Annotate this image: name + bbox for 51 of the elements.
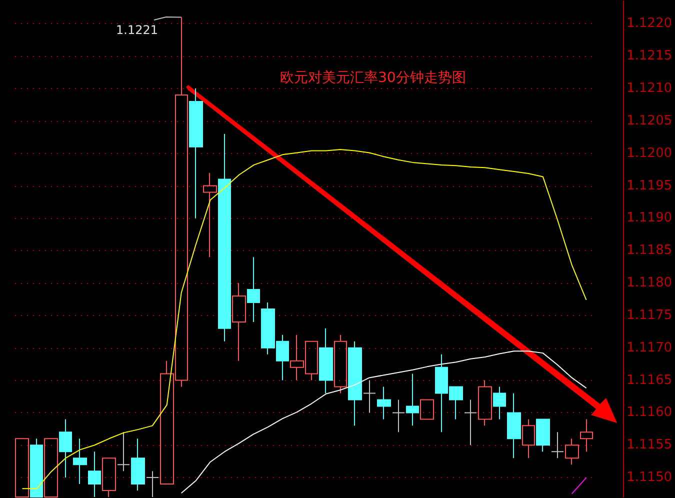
candlestick xyxy=(319,328,333,394)
y-tick-label: 1.1150 xyxy=(626,470,672,486)
candlestick xyxy=(247,256,260,322)
candlestick xyxy=(522,418,535,459)
candlestick xyxy=(392,399,405,433)
y-tick-label: 1.1195 xyxy=(626,178,672,194)
candlestick xyxy=(507,392,521,459)
candlestick xyxy=(420,399,434,420)
candlestick xyxy=(73,438,87,485)
y-tick-label: 1.1165 xyxy=(626,372,672,388)
candlestick xyxy=(232,282,246,362)
candlestick xyxy=(363,380,376,414)
y-tick-label: 1.1155 xyxy=(626,438,672,453)
y-tick-label: 1.1220 xyxy=(626,16,672,32)
candlestick xyxy=(377,386,391,420)
candlestick xyxy=(203,172,217,258)
candlestick xyxy=(117,432,130,472)
candlestick xyxy=(131,438,145,492)
candlestick xyxy=(146,470,159,498)
candlestick xyxy=(334,334,347,394)
y-tick-label: 1.1205 xyxy=(626,113,672,128)
candlestick xyxy=(551,432,564,459)
text: 欧元对美元汇率30分钟走势图 xyxy=(280,70,466,86)
candlestick xyxy=(565,438,579,466)
candlestick xyxy=(88,451,101,498)
candlestick xyxy=(493,386,506,420)
line-series xyxy=(180,350,587,494)
y-tick-label: 1.1180 xyxy=(626,276,672,291)
candlestick xyxy=(59,418,72,478)
candlestick xyxy=(218,133,231,342)
candlestick xyxy=(189,88,203,219)
y-tick-label: 1.1160 xyxy=(626,405,672,420)
candlestick xyxy=(44,438,58,498)
candlestick xyxy=(464,399,477,446)
candlestick xyxy=(536,418,550,452)
line-series xyxy=(22,148,587,490)
candlestick xyxy=(348,340,362,426)
candlestick xyxy=(15,438,29,498)
candlestick xyxy=(478,380,492,426)
y-tick-label: 1.1200 xyxy=(626,146,672,161)
y-tick-label: 1.1215 xyxy=(626,48,672,64)
candlestick xyxy=(406,373,419,426)
y-tick-label: 1.1210 xyxy=(626,81,672,96)
y-tick-label: 1.1185 xyxy=(626,243,672,258)
candlestick xyxy=(102,458,116,498)
annotation: 1.1221 xyxy=(116,23,158,37)
y-tick-label: 1.1190 xyxy=(626,210,672,226)
y-tick-label: 1.1175 xyxy=(626,308,672,323)
candlestick xyxy=(580,418,593,452)
y-tick-label: 1.1170 xyxy=(626,340,672,356)
candlestick xyxy=(30,438,43,498)
